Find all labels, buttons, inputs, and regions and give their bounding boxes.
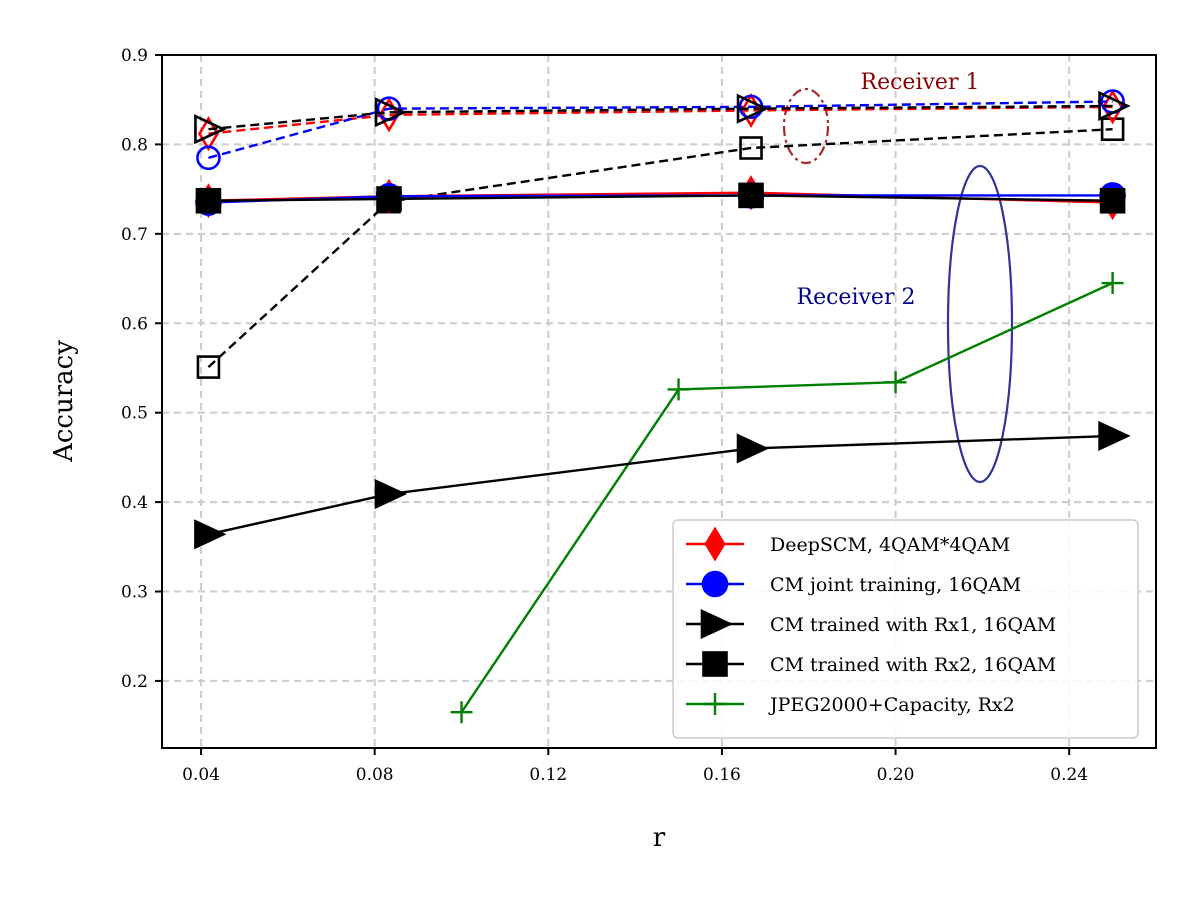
data-point-cmrx1-rx2 <box>194 519 227 550</box>
data-point-jpeg2000 <box>450 701 473 724</box>
data-point-cmrx2-rx2 <box>376 186 402 212</box>
series-jpeg2000 <box>450 272 1124 724</box>
series-line-cmrx2-rx1 <box>207 128 1113 368</box>
legend: DeepSCM, 4QAM*4QAM CM joint training, 16Q… <box>672 519 1139 739</box>
series-line-jpeg2000 <box>460 281 1114 713</box>
data-point-cmrx2-rx1 <box>1100 117 1125 142</box>
legend-item: JPEG2000+Capacity, Rx2 <box>686 693 1015 716</box>
legend-marker <box>701 570 729 598</box>
data-point-cmrx2-rx1 <box>739 136 763 160</box>
x-axis-label: r <box>653 823 666 853</box>
annotation-ellipses <box>782 87 1014 484</box>
data-point-cmjoint-rx1 <box>196 145 221 171</box>
legend-box <box>672 519 1139 739</box>
data-point-cmrx2-rx2 <box>738 182 764 209</box>
receiver-1-ellipse <box>782 87 830 165</box>
data-point-cmrx1-rx1 <box>374 97 408 128</box>
y-tick-label: 0.3 <box>121 583 148 603</box>
x-tick-label: 0.12 <box>529 765 567 785</box>
y-tick-label: 0.2 <box>121 672 148 692</box>
x-tick-label: 0.16 <box>703 765 741 785</box>
y-tick-label: 0.4 <box>121 493 148 513</box>
legend-item: CM trained with Rx1, 16QAM <box>686 608 1056 640</box>
series-line-cmrx2-rx2 <box>208 194 1113 202</box>
legend-label: CM joint training, 16QAM <box>770 574 1021 596</box>
axes <box>161 54 1157 749</box>
data-point-cmrx1-rx2 <box>1098 420 1131 451</box>
y-tick-label: 0.7 <box>121 225 148 245</box>
y-tick-label: 0.8 <box>121 135 148 155</box>
series-cmrx1-rx2 <box>194 420 1131 550</box>
data-point-cmrx1-rx1 <box>736 93 770 124</box>
series-deepscm-rx1 <box>197 89 1124 152</box>
legend-marker <box>700 608 734 640</box>
data-point-cmrx2-rx2 <box>195 187 222 214</box>
ticks: 0.04 0.08 0.12 0.16 0.20 0.24 0.2 0.3 0.4 0.5 0.6 0… <box>121 46 1088 785</box>
legend-item: CM trained with Rx2, 16QAM <box>686 651 1056 677</box>
series <box>194 89 1131 724</box>
series-line-cmrx1-rx1 <box>208 104 1113 131</box>
data-point-jpeg2000 <box>884 371 907 394</box>
legend-marker <box>702 651 728 677</box>
receiver-1-label: Receiver 1 <box>861 70 980 95</box>
x-tick-label: 0.08 <box>356 765 394 785</box>
series-line-deepscm-rx1 <box>208 105 1113 135</box>
y-tick-label: 0.9 <box>121 46 148 66</box>
data-point-cmrx1-rx1 <box>1098 90 1131 122</box>
receiver-2-label: Receiver 2 <box>797 285 916 310</box>
data-point-cmrx1-rx2 <box>374 479 408 510</box>
data-point-jpeg2000 <box>667 378 690 401</box>
data-point-cmrx1-rx1 <box>194 114 227 145</box>
legend-marker <box>704 693 726 715</box>
data-point-cmrx2-rx1 <box>196 355 221 379</box>
series-line-cmrx1-rx2 <box>208 434 1113 536</box>
x-tick-label: 0.20 <box>877 765 915 785</box>
y-axis-label: Accuracy <box>49 340 79 463</box>
data-point-cmrx2-rx2 <box>1099 187 1126 214</box>
data-point-cmrx1-rx2 <box>736 433 770 464</box>
legend-label: JPEG2000+Capacity, Rx2 <box>768 694 1015 716</box>
series-cmrx2-rx2 <box>195 182 1126 214</box>
legend-label: DeepSCM, 4QAM*4QAM <box>770 534 1010 556</box>
series-cmjoint-rx1 <box>196 89 1125 171</box>
series-line-cmjoint-rx1 <box>208 100 1113 159</box>
plot-frame <box>161 54 1157 749</box>
x-tick-label: 0.24 <box>1050 765 1088 785</box>
legend-label: CM trained with Rx1, 16QAM <box>770 614 1056 636</box>
legend-label: CM trained with Rx2, 16QAM <box>770 654 1056 676</box>
y-tick-label: 0.5 <box>121 404 148 424</box>
series-cmrx2-rx1 <box>196 117 1125 379</box>
x-tick-label: 0.04 <box>182 765 220 785</box>
legend-marker <box>704 526 726 562</box>
data-point-jpeg2000 <box>1101 272 1124 295</box>
data-point-deepscm-rx1 <box>378 97 400 133</box>
legend-item: DeepSCM, 4QAM*4QAM <box>686 526 1010 562</box>
series-cmrx1-rx1 <box>194 90 1131 145</box>
receiver-2-ellipse <box>946 164 1014 484</box>
legend-item: CM joint training, 16QAM <box>686 570 1021 598</box>
y-tick-label: 0.6 <box>121 314 148 334</box>
